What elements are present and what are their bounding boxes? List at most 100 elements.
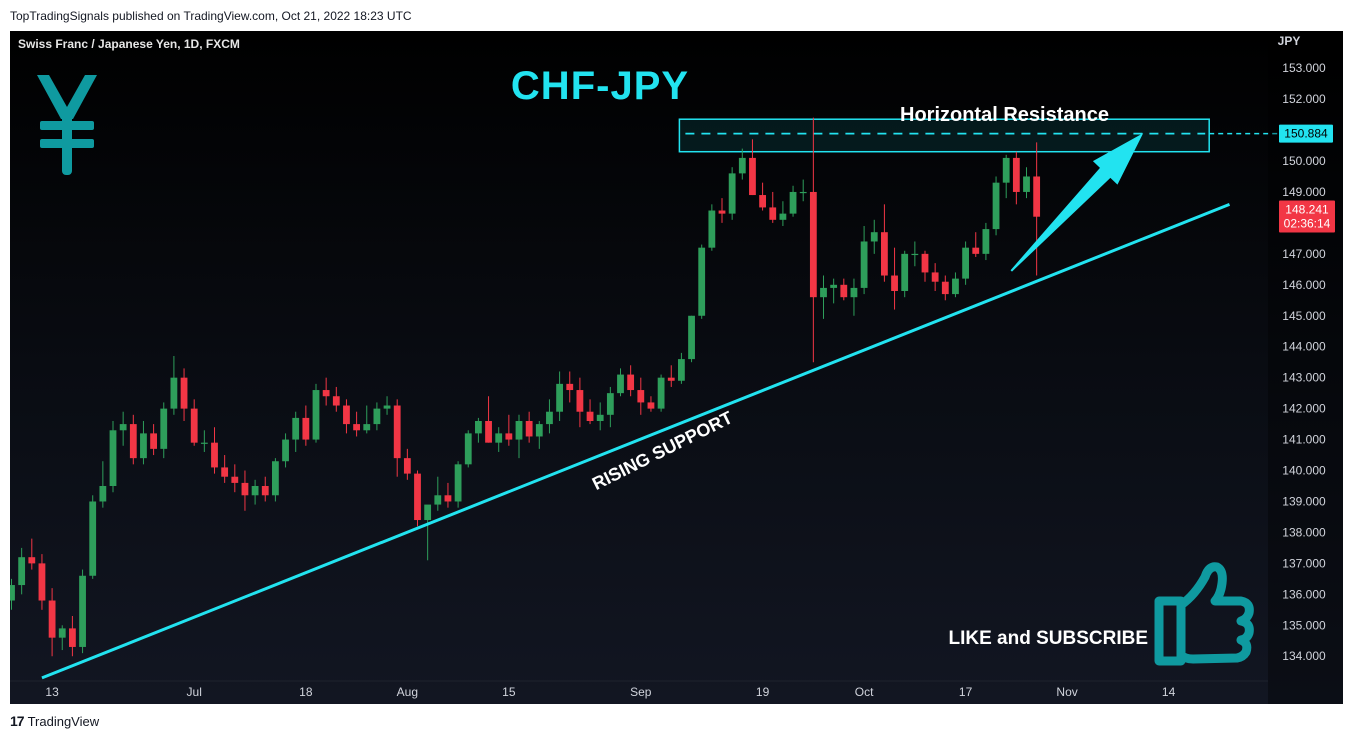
x-tick-label: Sep (630, 685, 652, 699)
y-tick-label: 135.000 (1282, 618, 1326, 632)
candle-body (586, 411, 594, 421)
footer-brand: TradingView (27, 713, 100, 729)
candle-body (830, 284, 838, 288)
candle-body (312, 390, 320, 440)
candle-body (89, 501, 97, 576)
candle-body (647, 402, 655, 409)
y-tick-label: 141.000 (1282, 433, 1326, 447)
candle-body (911, 253, 919, 256)
candle-body (556, 383, 563, 412)
candle-body (941, 281, 949, 295)
x-tick-label: 17 (959, 685, 973, 699)
candle-body (972, 247, 980, 254)
candle-body (109, 430, 117, 486)
candle-body (434, 495, 442, 505)
candle-body (657, 377, 665, 409)
y-tick-label: 143.000 (1282, 371, 1326, 385)
candle-body (546, 411, 553, 425)
candle-body (525, 421, 533, 437)
candle-body (79, 575, 86, 647)
candle-body (28, 557, 36, 564)
countdown-label: 02:36:14 (1284, 216, 1331, 230)
candle-body (211, 442, 218, 468)
y-tick-label: 140.000 (1282, 464, 1326, 478)
candle-body (535, 424, 543, 437)
candle-body (1012, 157, 1020, 192)
y-tick-label: 146.000 (1282, 278, 1326, 292)
x-tick-label: 19 (756, 685, 770, 699)
candle-body (698, 247, 706, 316)
resistance-label: Horizontal Resistance (900, 104, 1109, 126)
candle-body (485, 421, 492, 443)
candle-body (688, 315, 695, 360)
candle-body (891, 275, 898, 291)
price-axis-bg (1268, 31, 1343, 704)
candle-body (678, 359, 685, 381)
candle-body (221, 467, 229, 477)
candle-body (99, 486, 107, 502)
candle-body (414, 473, 421, 521)
candle-body (820, 287, 827, 298)
candle-body (353, 424, 360, 431)
candle-body (870, 232, 878, 242)
candle-body (403, 458, 411, 474)
symbol-label: Swiss Franc / Japanese Yen, 1D, FXCM (18, 37, 240, 51)
x-tick-label: 13 (45, 685, 59, 699)
last-price-tag (1279, 200, 1335, 233)
x-tick-label: 14 (1162, 685, 1176, 699)
candle-body (58, 628, 66, 638)
candle-body (576, 390, 584, 412)
candle-body (444, 495, 452, 502)
last-price-label: 148.241 (1285, 202, 1329, 216)
candle-body (160, 408, 168, 449)
candle-body (241, 482, 249, 496)
candle-body (759, 195, 766, 208)
candle-body (850, 287, 858, 298)
candle-body (129, 424, 137, 459)
x-tick-label: Jul (187, 685, 202, 699)
candle-body (627, 374, 635, 391)
chart-frame[interactable]: CHF-JPY Horizontal Resistance RISING SUPPO… (10, 31, 1343, 704)
resistance-price-label: 150.884 (1284, 127, 1328, 141)
y-tick-label: 150.000 (1282, 154, 1326, 168)
candle-body (140, 433, 147, 459)
x-tick-label: Oct (855, 685, 874, 699)
candle-body (292, 417, 300, 440)
candle-body (231, 476, 239, 483)
y-tick-label: 142.000 (1282, 402, 1326, 416)
candle-body (332, 396, 340, 406)
candle-body (708, 210, 716, 248)
tradingview-logo-icon: 17 (10, 713, 25, 729)
candle-body (921, 253, 929, 273)
candle-body (505, 433, 513, 440)
candle-body (566, 383, 574, 391)
candle-body (769, 207, 777, 220)
candle-body (251, 486, 259, 496)
candle-body (738, 157, 746, 174)
y-tick-label: 153.000 (1282, 61, 1326, 75)
candle-body (190, 408, 198, 443)
candle-body (809, 191, 817, 298)
candle-body (322, 390, 330, 397)
publish-info: TopTradingSignals published on TradingVi… (10, 9, 412, 23)
candle-body (952, 278, 959, 295)
candle-body (667, 377, 675, 381)
candle-body (779, 213, 787, 220)
x-tick-label: 18 (299, 685, 313, 699)
candle-body (799, 191, 807, 194)
candle-body (901, 253, 909, 291)
candle-body (728, 173, 736, 214)
candle-body (424, 504, 432, 521)
candle-body (393, 405, 401, 459)
candle-body (10, 585, 15, 601)
candle-body (992, 182, 1000, 230)
y-axis-currency: JPY (1278, 34, 1301, 48)
chart-title: CHF-JPY (511, 64, 689, 108)
candle-body (606, 393, 614, 415)
y-tick-label: 152.000 (1282, 92, 1326, 106)
x-tick-label: Nov (1056, 685, 1077, 699)
candle-body (180, 377, 188, 409)
candle-body (18, 557, 26, 586)
